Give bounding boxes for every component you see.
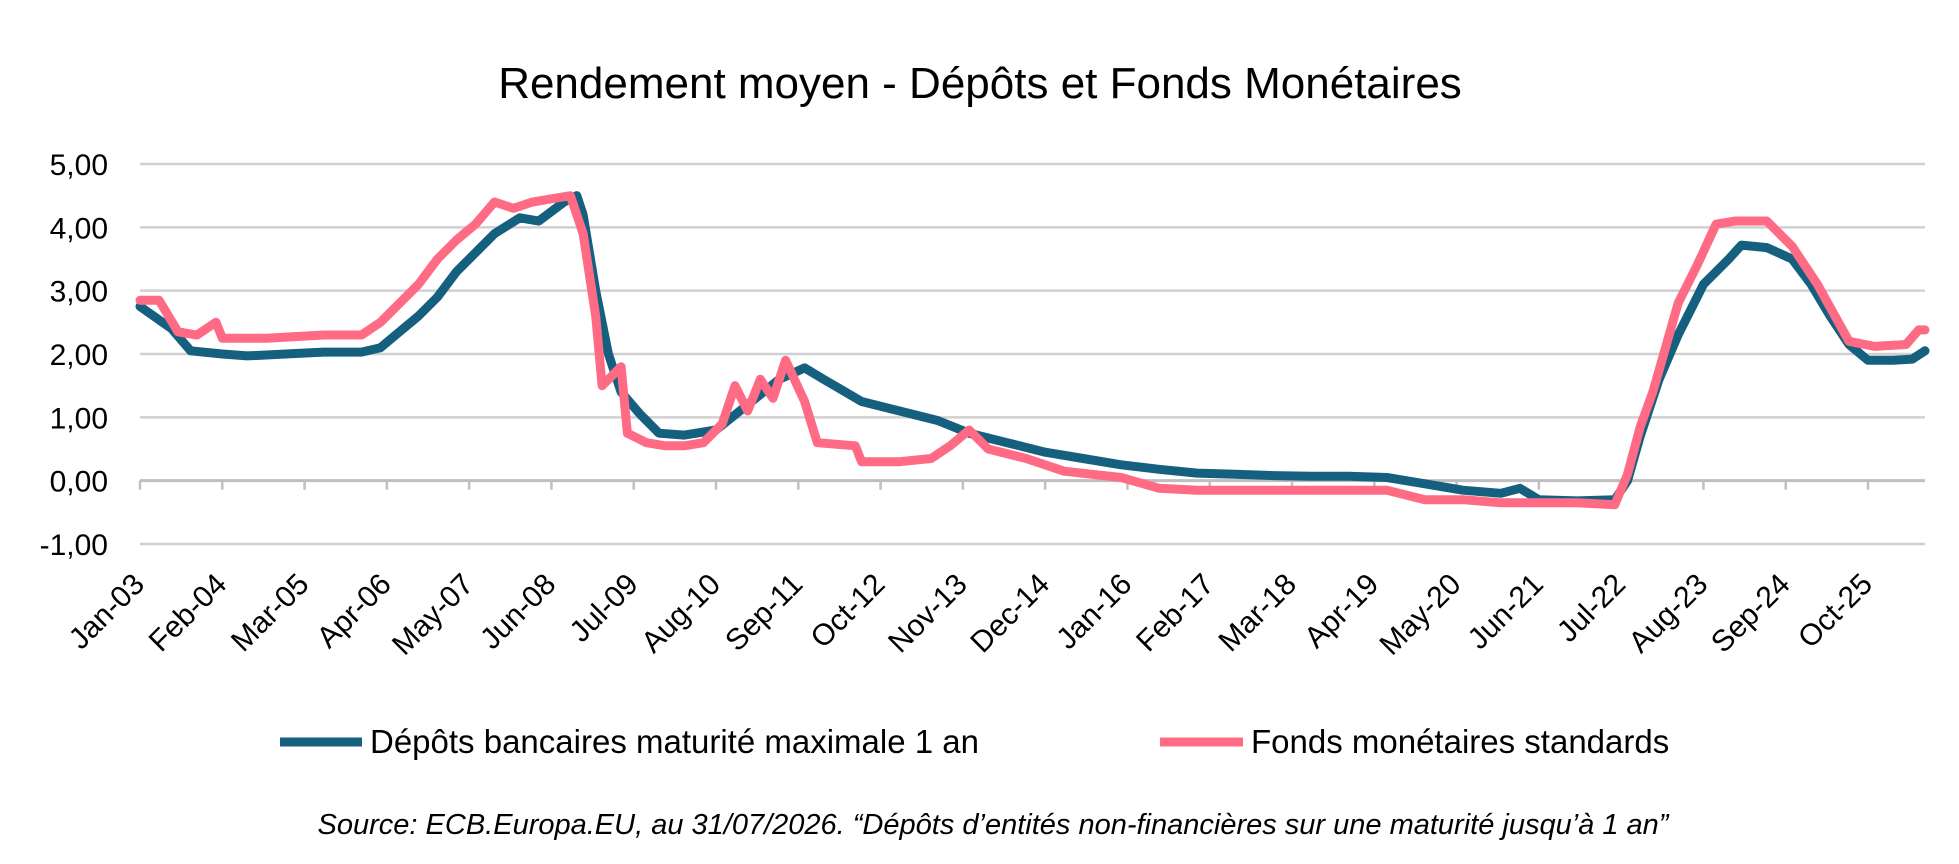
x-tick-label: Oct-25 bbox=[1792, 568, 1879, 655]
x-tick-label: Jul-22 bbox=[1551, 568, 1632, 649]
x-tick-label: Apr-06 bbox=[311, 568, 398, 655]
y-tick-label: 4,00 bbox=[50, 212, 108, 245]
x-tick-label: Dec-14 bbox=[964, 568, 1056, 660]
source-note: Source: ECB.Europa.EU, au 31/07/2026. “D… bbox=[318, 809, 1670, 841]
x-tick-label: Aug-23 bbox=[1623, 568, 1715, 660]
x-tick-label: Jan-16 bbox=[1050, 568, 1138, 656]
x-tick-label: Sep-11 bbox=[719, 568, 809, 658]
x-tick-label: Aug-10 bbox=[635, 568, 727, 660]
x-tick-label: Jul-09 bbox=[564, 568, 645, 649]
x-tick-label: Mar-18 bbox=[1212, 568, 1303, 659]
legend: Dépôts bancaires maturité maximale 1 an … bbox=[280, 723, 1669, 760]
grid-lines bbox=[140, 162, 1925, 546]
legend-label-fonds: Fonds monétaires standards bbox=[1251, 723, 1669, 760]
x-tick-label: Sep-24 bbox=[1705, 568, 1797, 660]
series-line-1 bbox=[135, 191, 1930, 510]
y-tick-label: 3,00 bbox=[50, 276, 108, 309]
data-series bbox=[135, 191, 1930, 510]
x-tick-label: May-07 bbox=[386, 568, 480, 662]
legend-label-depots: Dépôts bancaires maturité maximale 1 an bbox=[370, 723, 979, 760]
x-tick-label: Mar-05 bbox=[225, 568, 316, 659]
y-tick-label: 2,00 bbox=[50, 339, 108, 372]
x-tick-label: Feb-17 bbox=[1130, 568, 1221, 659]
x-tick-label: Jan-03 bbox=[63, 568, 151, 656]
x-tick-label: Nov-13 bbox=[882, 568, 974, 660]
x-tick-label: Oct-12 bbox=[805, 568, 892, 655]
y-tick-label: -1,00 bbox=[40, 529, 108, 562]
y-tick-label: 5,00 bbox=[50, 149, 108, 182]
chart-title: Rendement moyen - Dépôts et Fonds Monéta… bbox=[498, 59, 1462, 108]
y-axis: 5,00 4,00 3,00 2,00 1,00 0,00 -1,00 bbox=[40, 149, 108, 562]
y-tick-label: 1,00 bbox=[50, 402, 108, 435]
y-tick-label: 0,00 bbox=[50, 466, 108, 499]
x-tick-label: May-20 bbox=[1373, 568, 1467, 662]
x-tick-label: Jun-21 bbox=[1462, 568, 1550, 656]
series-line-0 bbox=[135, 191, 1930, 506]
x-tick-label: Apr-19 bbox=[1298, 568, 1385, 655]
x-tick-label: Feb-04 bbox=[143, 568, 234, 659]
x-tick-label: Jun-08 bbox=[474, 568, 562, 656]
